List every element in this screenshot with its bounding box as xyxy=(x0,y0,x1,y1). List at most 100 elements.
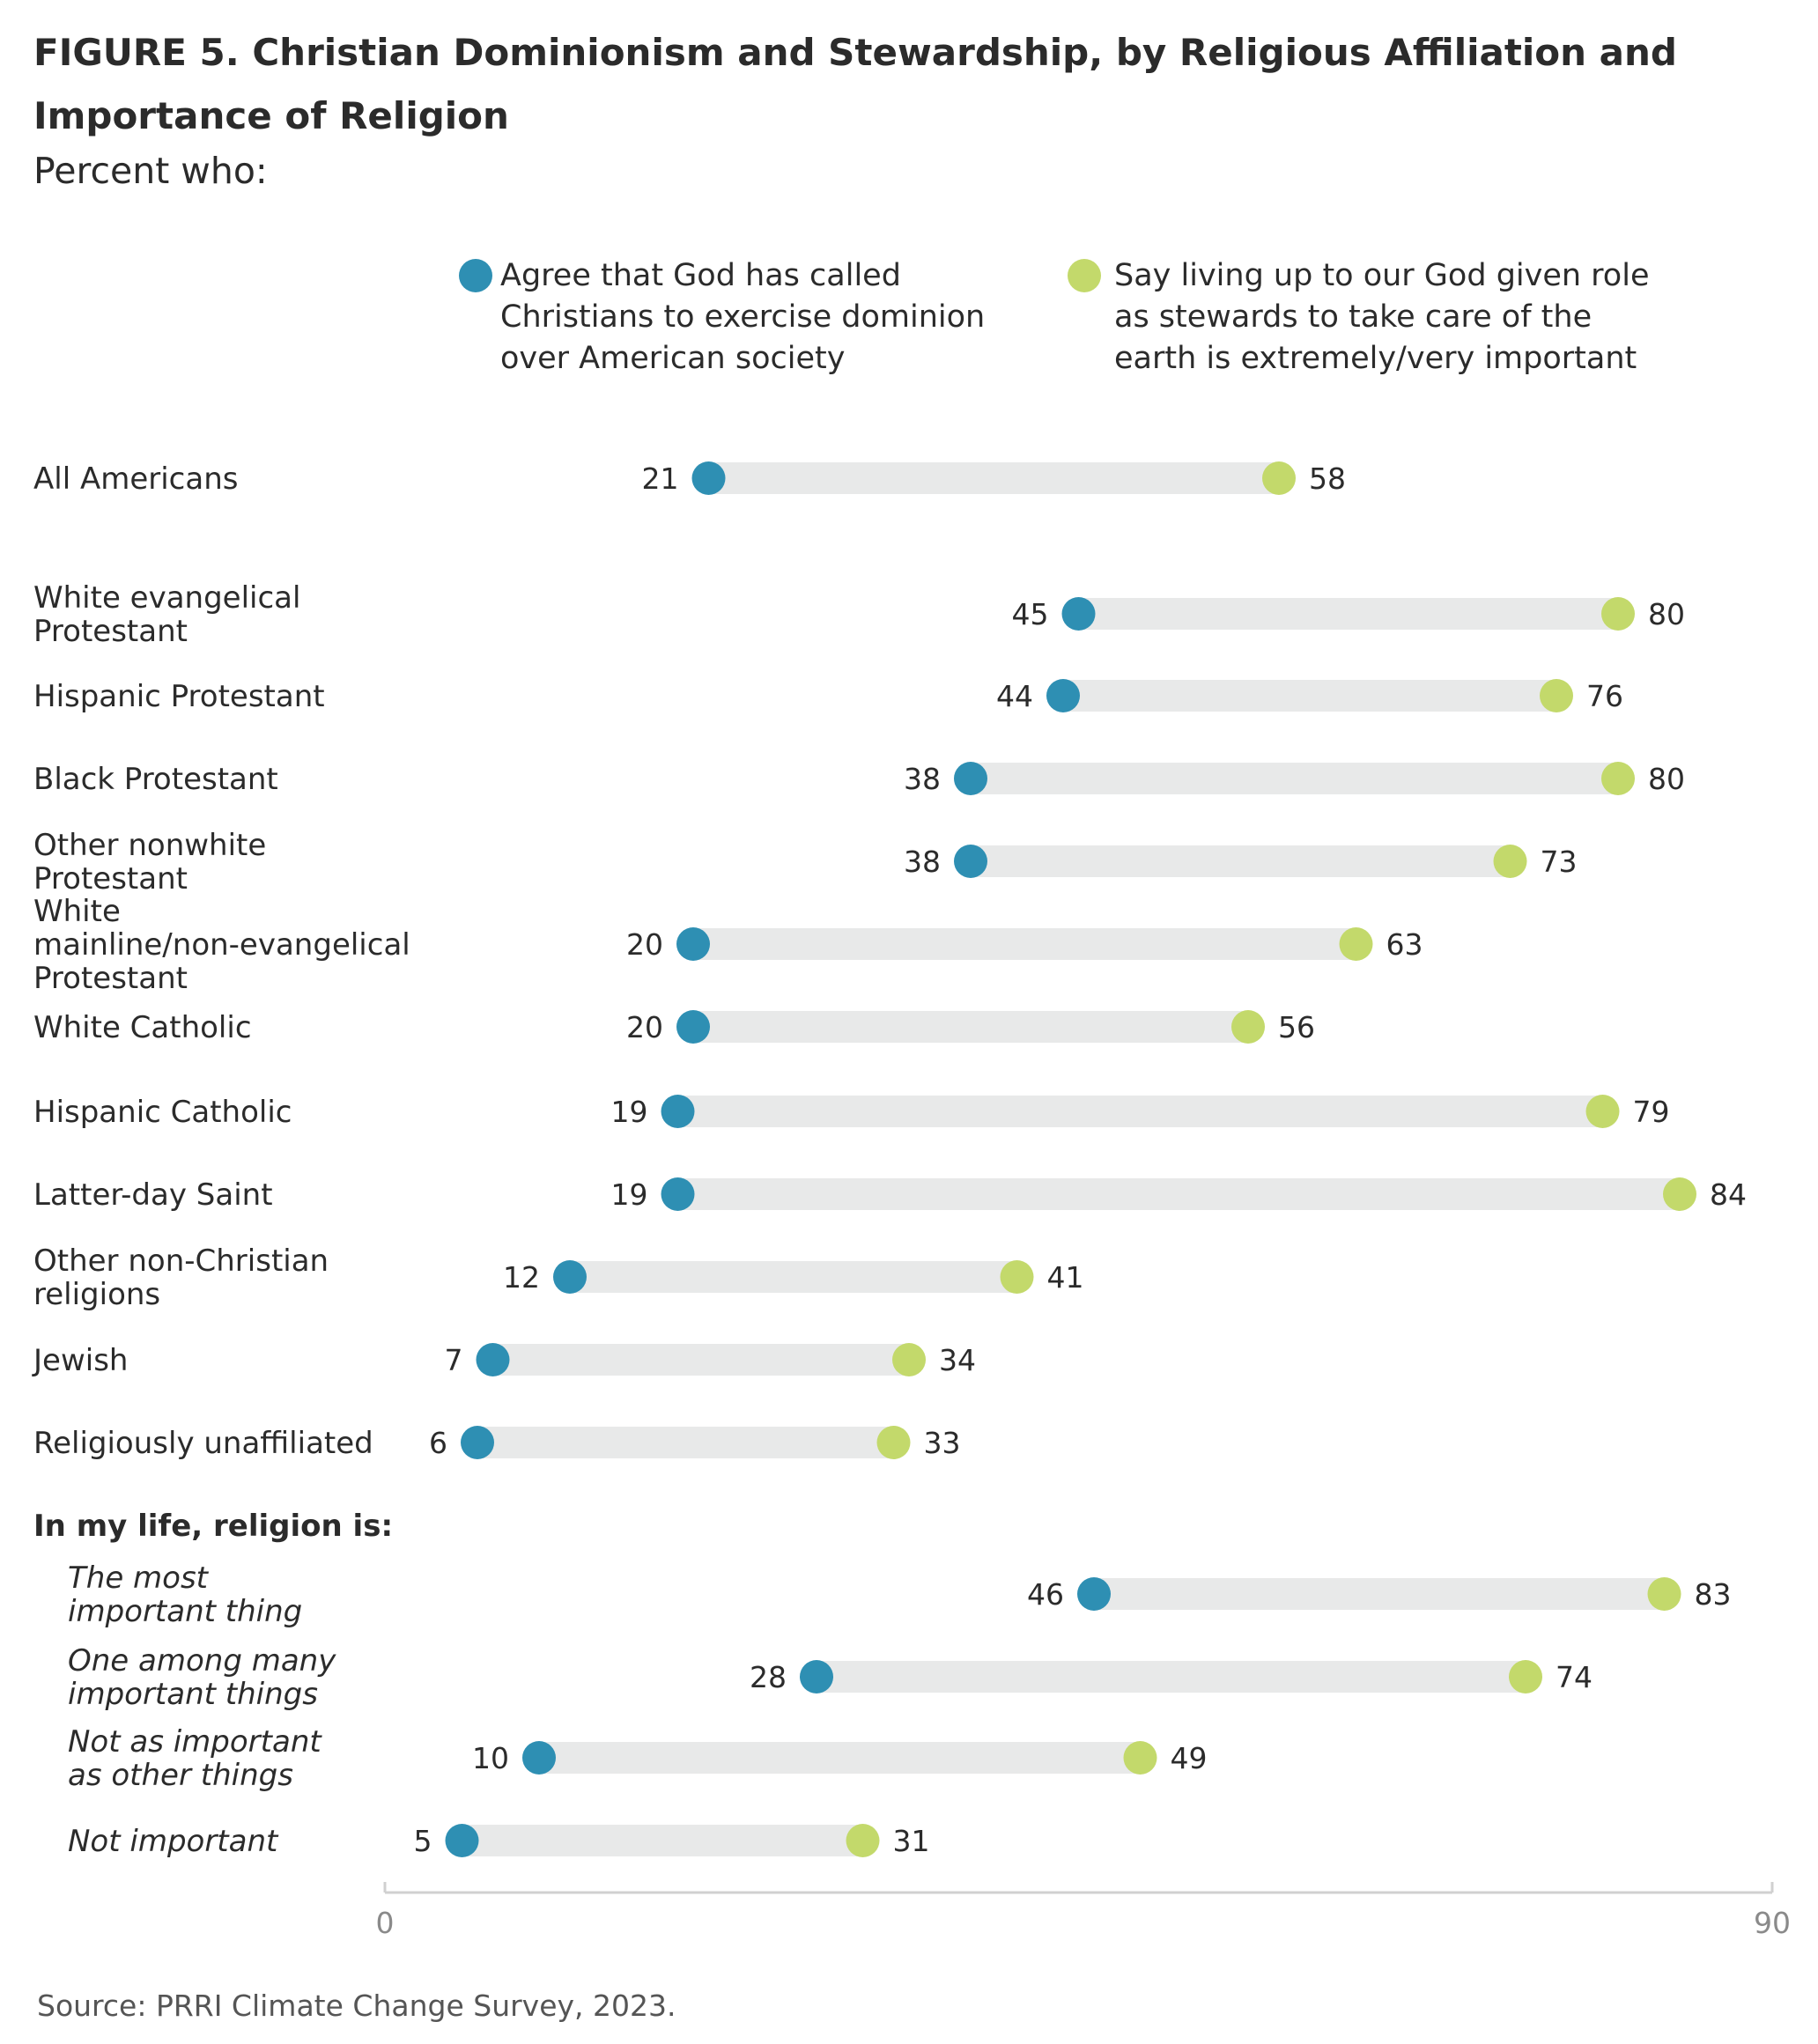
legend-dominion-marker xyxy=(459,259,492,292)
legend-stewardship-label: Say living up to our God given role as s… xyxy=(1114,258,1650,376)
stewardship-point xyxy=(1601,597,1635,631)
stewardship-value-label: 83 xyxy=(1695,1577,1732,1612)
dominion-value-label: 12 xyxy=(503,1260,540,1295)
dominion-point xyxy=(1061,597,1096,631)
source-note: Source: PRRI Climate Change Survey, 2023… xyxy=(37,1989,676,2023)
stewardship-point xyxy=(1585,1095,1620,1128)
stewardship-point xyxy=(1663,1177,1696,1211)
dominion-value-label: 38 xyxy=(904,845,941,879)
stewardship-point xyxy=(1262,461,1296,495)
stewardship-value-label: 58 xyxy=(1309,461,1346,496)
chart-title: FIGURE 5. Christian Dominionism and Stew… xyxy=(33,31,1677,137)
row-label: Other non-Christian religions xyxy=(33,1243,329,1312)
stewardship-point xyxy=(1000,1260,1034,1294)
dominion-point xyxy=(691,461,726,495)
stewardship-point xyxy=(1339,927,1373,961)
dominion-value-label: 20 xyxy=(626,1010,663,1044)
dominion-point xyxy=(1046,679,1080,712)
range-track xyxy=(971,763,1618,794)
dominion-value-label: 20 xyxy=(626,927,663,962)
x-tick-label: 0 xyxy=(376,1906,395,1940)
stewardship-point xyxy=(1601,762,1635,795)
x-tick-label: 90 xyxy=(1754,1906,1791,1940)
dominion-value-label: 6 xyxy=(429,1426,447,1460)
range-track xyxy=(1078,598,1618,630)
row-label: White evangelical Protestant xyxy=(33,580,300,649)
stewardship-value-label: 63 xyxy=(1386,927,1423,962)
dominion-point xyxy=(954,845,987,878)
row-label: Latter-day Saint xyxy=(33,1177,273,1213)
row-label: White mainline/non-evangelical Protestant xyxy=(33,894,410,996)
stewardship-value-label: 80 xyxy=(1648,597,1685,631)
dominion-point xyxy=(522,1741,556,1775)
dominion-point xyxy=(445,1824,479,1857)
dominion-value-label: 19 xyxy=(611,1177,648,1212)
dominion-value-label: 5 xyxy=(414,1824,432,1858)
legend-dominion-label: Agree that God has called Christians to … xyxy=(500,258,986,376)
range-track xyxy=(817,1661,1526,1693)
stewardship-value-label: 33 xyxy=(924,1426,961,1460)
stewardship-value-label: 74 xyxy=(1556,1660,1593,1694)
dominion-point xyxy=(954,762,987,795)
stewardship-point xyxy=(876,1426,911,1459)
range-track xyxy=(693,1011,1248,1043)
dominion-point xyxy=(676,927,710,961)
range-track xyxy=(708,462,1279,494)
row-label: One among many important things xyxy=(68,1643,336,1712)
stewardship-value-label: 76 xyxy=(1586,679,1623,713)
dominion-value-label: 7 xyxy=(445,1343,463,1377)
dominion-value-label: 38 xyxy=(904,762,941,796)
row-label: Black Protestant xyxy=(33,762,278,797)
dominion-point xyxy=(661,1177,695,1211)
dominion-point xyxy=(476,1343,510,1376)
dominion-value-label: 44 xyxy=(996,679,1033,713)
stewardship-point xyxy=(1493,845,1527,878)
row-label: Not important xyxy=(68,1824,279,1859)
row-label: Jewish xyxy=(32,1343,128,1378)
dominion-value-label: 19 xyxy=(611,1095,648,1129)
row-label: Other nonwhite Protestant xyxy=(33,828,266,897)
range-track xyxy=(677,1096,1603,1127)
stewardship-point xyxy=(1647,1577,1681,1611)
stewardship-point xyxy=(1123,1741,1157,1775)
dominion-point xyxy=(461,1426,494,1459)
stewardship-value-label: 79 xyxy=(1633,1095,1670,1129)
stewardship-value-label: 73 xyxy=(1541,845,1578,879)
dominion-point xyxy=(553,1260,587,1294)
row-label: Not as important as other things xyxy=(68,1724,322,1793)
row-label: Hispanic Protestant xyxy=(33,679,325,714)
row-label: The most important thing xyxy=(68,1561,302,1629)
range-track xyxy=(971,845,1511,877)
legend-stewardship-marker xyxy=(1068,259,1101,292)
stewardship-value-label: 80 xyxy=(1648,762,1685,796)
stewardship-point xyxy=(1509,1660,1542,1693)
stewardship-point xyxy=(1231,1010,1265,1044)
chart-subtitle: Percent who: xyxy=(33,150,268,192)
section-header: In my life, religion is: xyxy=(33,1509,393,1544)
dominion-value-label: 45 xyxy=(1012,597,1049,631)
range-track xyxy=(462,1825,863,1856)
dominion-point xyxy=(800,1660,833,1693)
stewardship-value-label: 31 xyxy=(893,1824,930,1858)
row-label: All Americans xyxy=(33,461,238,497)
range-track xyxy=(693,928,1356,960)
range-track xyxy=(492,1344,909,1376)
stewardship-value-label: 49 xyxy=(1171,1741,1208,1775)
dominion-point xyxy=(1077,1577,1111,1611)
row-label: Hispanic Catholic xyxy=(33,1095,292,1130)
range-track xyxy=(1094,1578,1665,1610)
dominion-value-label: 21 xyxy=(642,461,679,496)
range-track xyxy=(1063,680,1556,712)
row-label: White Catholic xyxy=(33,1010,252,1045)
stewardship-point xyxy=(846,1824,880,1857)
range-track xyxy=(539,1742,1141,1774)
range-track xyxy=(570,1261,1017,1293)
stewardship-value-label: 84 xyxy=(1710,1177,1747,1212)
stewardship-value-label: 34 xyxy=(939,1343,976,1377)
dominion-value-label: 46 xyxy=(1027,1577,1064,1612)
stewardship-point xyxy=(892,1343,926,1376)
stewardship-point xyxy=(1540,679,1573,712)
stewardship-value-label: 56 xyxy=(1278,1010,1315,1044)
dominion-value-label: 28 xyxy=(750,1660,787,1694)
range-track xyxy=(477,1427,894,1458)
